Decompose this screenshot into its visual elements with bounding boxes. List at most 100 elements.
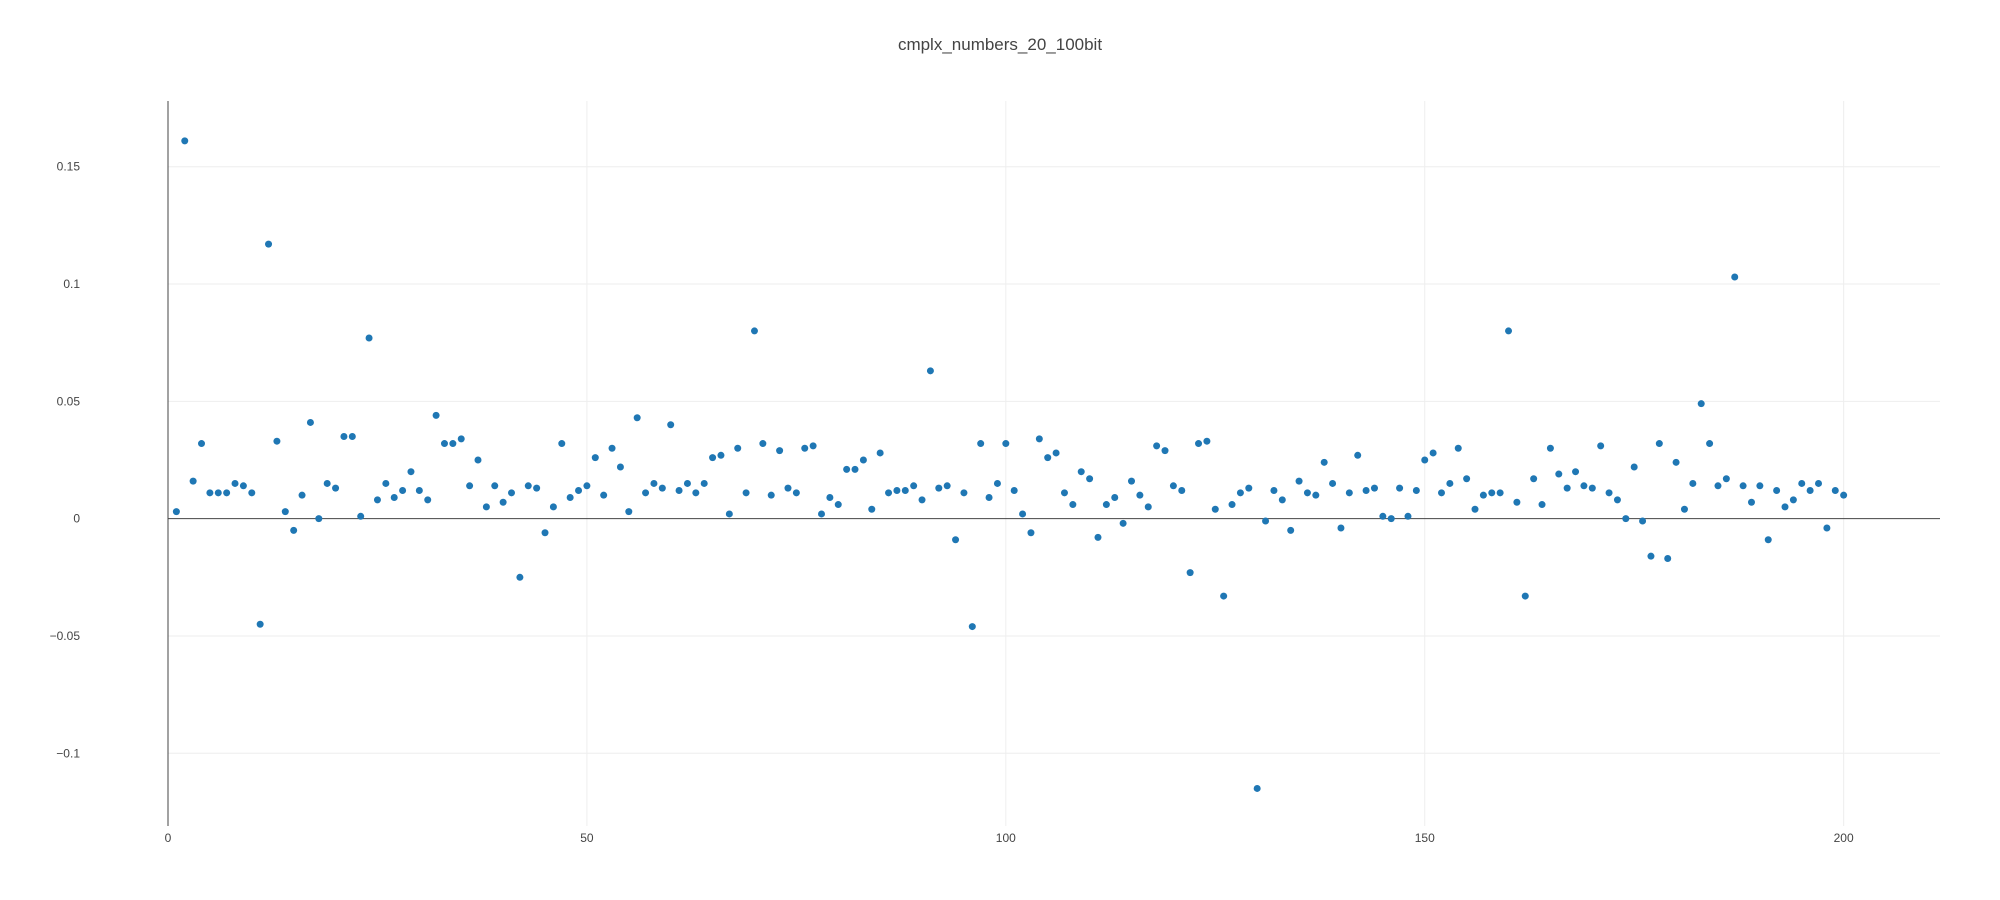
data-point[interactable] [667, 421, 675, 429]
data-point[interactable] [725, 510, 733, 518]
data-point[interactable] [1555, 470, 1563, 478]
data-point[interactable] [583, 482, 591, 490]
data-point[interactable] [792, 489, 800, 497]
data-point[interactable] [1312, 491, 1320, 499]
data-point[interactable] [1806, 486, 1814, 494]
data-point[interactable] [1840, 491, 1848, 499]
data-point[interactable] [943, 482, 951, 490]
data-point[interactable] [926, 367, 934, 375]
data-point[interactable] [1111, 494, 1119, 502]
data-point[interactable] [1069, 501, 1077, 509]
data-point[interactable] [826, 494, 834, 502]
data-point[interactable] [432, 411, 440, 419]
data-point[interactable] [1538, 501, 1546, 509]
data-point[interactable] [1270, 486, 1278, 494]
data-point[interactable] [1010, 486, 1018, 494]
data-point[interactable] [952, 536, 960, 544]
data-point[interactable] [750, 327, 758, 335]
data-point[interactable] [1546, 444, 1554, 452]
data-point[interactable] [172, 508, 180, 516]
data-point[interactable] [650, 479, 658, 487]
data-point[interactable] [1287, 526, 1295, 534]
data-point[interactable] [1329, 479, 1337, 487]
data-point[interactable] [1446, 479, 1454, 487]
data-point[interactable] [248, 489, 256, 497]
data-point[interactable] [1622, 515, 1630, 523]
data-point[interactable] [1613, 496, 1621, 504]
data-point[interactable] [390, 494, 398, 502]
data-point[interactable] [239, 482, 247, 490]
data-point[interactable] [1354, 451, 1362, 459]
data-point[interactable] [1496, 489, 1504, 497]
data-point[interactable] [977, 440, 985, 448]
data-point[interactable] [273, 437, 281, 445]
data-point[interactable] [549, 503, 557, 511]
data-point[interactable] [1639, 517, 1647, 525]
data-point[interactable] [801, 444, 809, 452]
data-point[interactable] [818, 510, 826, 518]
data-point[interactable] [1144, 503, 1152, 511]
data-point[interactable] [968, 623, 976, 631]
data-point[interactable] [1211, 505, 1219, 513]
data-point[interactable] [776, 447, 784, 455]
data-point[interactable] [1505, 327, 1513, 335]
data-point[interactable] [1731, 273, 1739, 281]
data-point[interactable] [876, 449, 884, 457]
data-point[interactable] [658, 484, 666, 492]
data-point[interactable] [851, 465, 859, 473]
data-point[interactable] [1798, 479, 1806, 487]
data-point[interactable] [407, 468, 415, 476]
data-point[interactable] [642, 489, 650, 497]
data-point[interactable] [1815, 479, 1823, 487]
data-point[interactable] [365, 334, 373, 342]
data-point[interactable] [198, 440, 206, 448]
data-point[interactable] [306, 418, 314, 426]
data-point[interactable] [1387, 515, 1395, 523]
data-point[interactable] [1773, 486, 1781, 494]
data-point[interactable] [332, 484, 340, 492]
data-point[interactable] [315, 515, 323, 523]
data-point[interactable] [625, 508, 633, 516]
data-point[interactable] [1119, 519, 1127, 527]
data-point[interactable] [382, 479, 390, 487]
data-point[interactable] [575, 486, 583, 494]
data-point[interactable] [466, 482, 474, 490]
data-point[interactable] [1295, 477, 1303, 485]
data-point[interactable] [1530, 475, 1538, 483]
data-point[interactable] [1203, 437, 1211, 445]
data-point[interactable] [700, 479, 708, 487]
data-point[interactable] [290, 526, 298, 534]
data-point[interactable] [1253, 784, 1261, 792]
data-point[interactable] [901, 486, 909, 494]
data-point[interactable] [918, 496, 926, 504]
data-point[interactable] [1722, 475, 1730, 483]
data-point[interactable] [1739, 482, 1747, 490]
data-point[interactable] [457, 435, 465, 443]
data-point[interactable] [1245, 484, 1253, 492]
data-point[interactable] [683, 479, 691, 487]
data-point[interactable] [608, 444, 616, 452]
data-point[interactable] [809, 442, 817, 450]
data-point[interactable] [1002, 440, 1010, 448]
data-point[interactable] [1337, 524, 1345, 532]
data-point[interactable] [1220, 592, 1228, 600]
data-point[interactable] [440, 440, 448, 448]
data-point[interactable] [1345, 489, 1353, 497]
data-point[interactable] [935, 484, 943, 492]
data-point[interactable] [323, 479, 331, 487]
data-point[interactable] [524, 482, 532, 490]
data-point[interactable] [1630, 463, 1638, 471]
data-point[interactable] [885, 489, 893, 497]
data-point[interactable] [223, 489, 231, 497]
data-point[interactable] [1605, 489, 1613, 497]
data-point[interactable] [1412, 486, 1420, 494]
data-point[interactable] [1262, 517, 1270, 525]
data-point[interactable] [491, 482, 499, 490]
data-point[interactable] [281, 508, 289, 516]
data-point[interactable] [214, 489, 222, 497]
data-point[interactable] [1563, 484, 1571, 492]
data-point[interactable] [1052, 449, 1060, 457]
data-point[interactable] [1195, 440, 1203, 448]
data-point[interactable] [1019, 510, 1027, 518]
data-point[interactable] [1747, 498, 1755, 506]
